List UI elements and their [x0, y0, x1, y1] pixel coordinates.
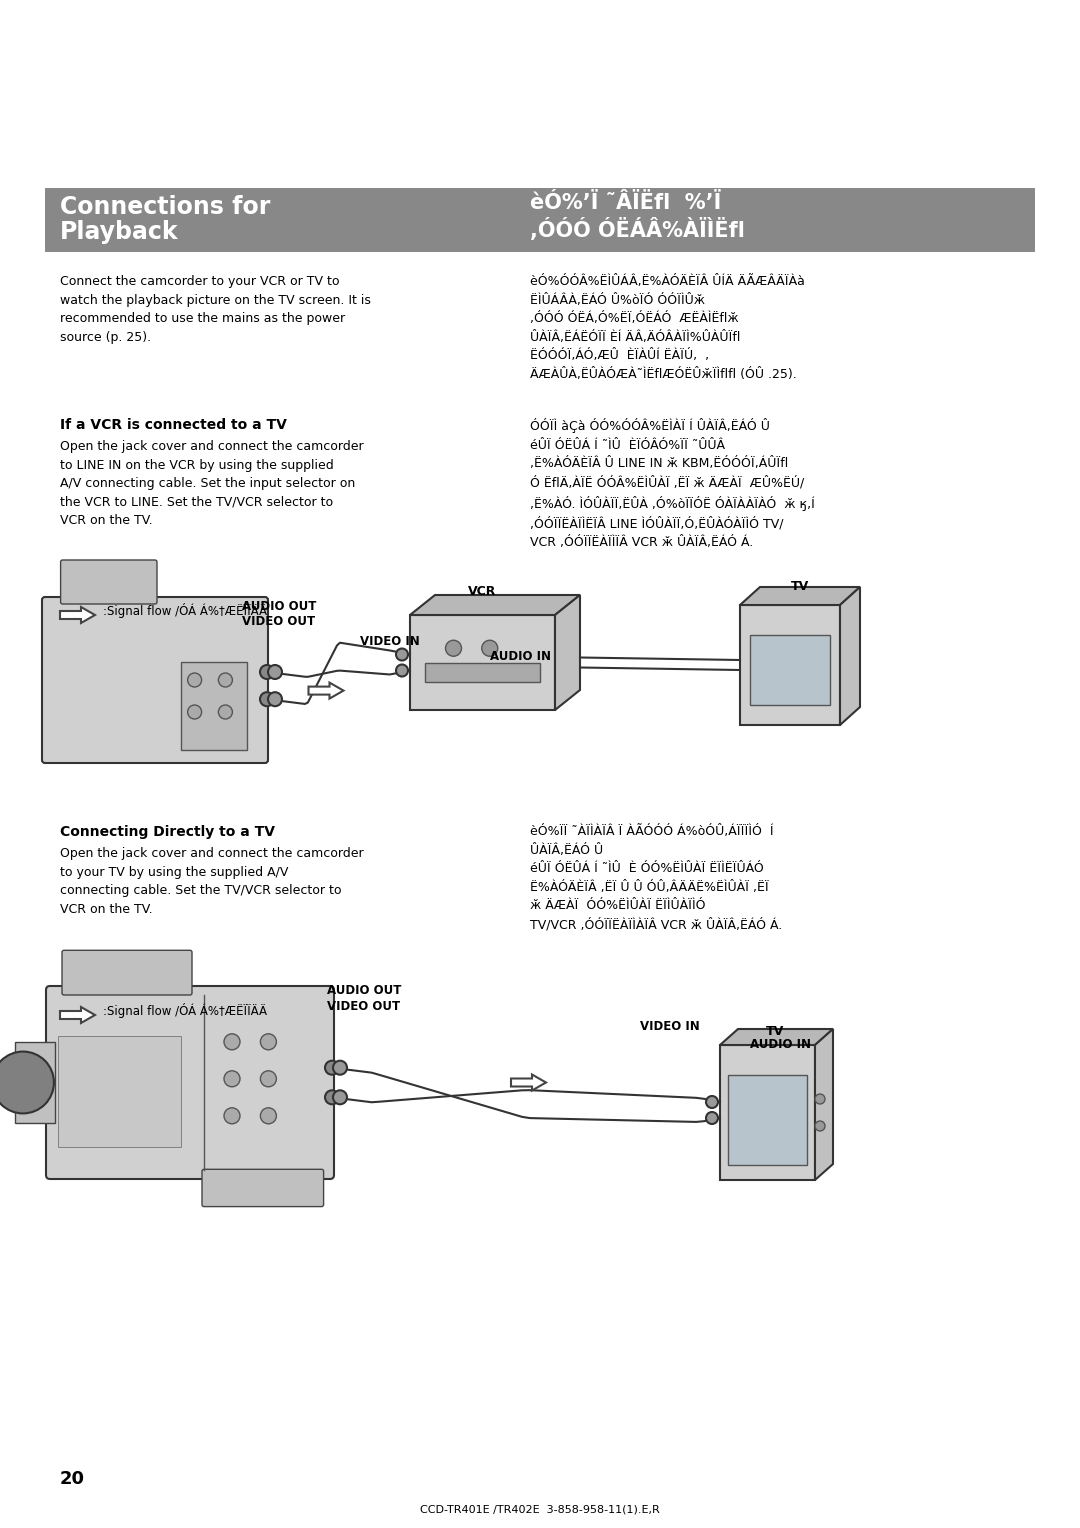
- Bar: [728, 1076, 807, 1164]
- Text: Open the jack cover and connect the camcorder
to LINE IN on the VCR by using the: Open the jack cover and connect the camc…: [60, 440, 364, 527]
- Bar: [426, 663, 540, 681]
- Text: èÓ%ÓÓÂ%ËÌÛÁÂ,Ë%ÀÓÄÈÏÂ ÛÍÄ ÄÃÆÂÄÏÀà
ËÌÛÁÂÀ,ËÁÓ Û%òÏÓ ÓÓÏÌÛӂ
,ÓÓÓ ÓËÁ,Ó%ËÏ,ÓËÁÓ  Æ: èÓ%ÓÓÂ%ËÌÛÁÂ,Ë%ÀÓÄÈÏÂ ÛÍÄ ÄÃÆÂÄÏÀà ËÌÛÁÂ…: [530, 275, 805, 380]
- Circle shape: [218, 672, 232, 688]
- Circle shape: [396, 648, 408, 660]
- Circle shape: [333, 1060, 347, 1074]
- Text: AUDIO OUT: AUDIO OUT: [327, 984, 402, 996]
- Polygon shape: [720, 1028, 833, 1045]
- Bar: [15, 1042, 55, 1123]
- Circle shape: [188, 704, 202, 720]
- Circle shape: [446, 640, 461, 656]
- Circle shape: [333, 1091, 347, 1105]
- Text: VIDEO OUT: VIDEO OUT: [242, 614, 315, 628]
- Text: èÓ%’Ï ˜ÂÏËfl  %’Ï: èÓ%’Ï ˜ÂÏËfl %’Ï: [530, 193, 721, 212]
- Bar: [720, 1045, 815, 1180]
- Polygon shape: [815, 1028, 833, 1180]
- Circle shape: [224, 1071, 240, 1086]
- Circle shape: [268, 692, 282, 706]
- Text: AUDIO IN: AUDIO IN: [490, 649, 551, 663]
- Circle shape: [706, 1112, 718, 1125]
- Text: Connecting Directly to a TV: Connecting Directly to a TV: [60, 825, 275, 839]
- Polygon shape: [840, 587, 860, 724]
- Polygon shape: [410, 594, 580, 614]
- Circle shape: [325, 1060, 339, 1074]
- Text: Playback: Playback: [60, 220, 178, 244]
- Text: TV: TV: [791, 581, 809, 593]
- Circle shape: [224, 1034, 240, 1050]
- Polygon shape: [60, 1007, 95, 1024]
- Text: CCD-TR401E /TR402E  3-858-958-11(1).E,R: CCD-TR401E /TR402E 3-858-958-11(1).E,R: [420, 1505, 660, 1514]
- Circle shape: [260, 1034, 276, 1050]
- Polygon shape: [555, 594, 580, 711]
- Text: VIDEO OUT: VIDEO OUT: [327, 999, 400, 1013]
- Text: If a VCR is connected to a TV: If a VCR is connected to a TV: [60, 419, 287, 432]
- Circle shape: [482, 640, 498, 656]
- Circle shape: [815, 1094, 825, 1105]
- Text: AUDIO IN: AUDIO IN: [750, 1038, 811, 1051]
- Polygon shape: [309, 683, 343, 698]
- Text: TV: TV: [767, 1025, 785, 1038]
- Text: :Signal flow /ÓÁ Á%†ÆËÏÏÄÄ: :Signal flow /ÓÁ Á%†ÆËÏÏÄÄ: [103, 602, 267, 617]
- Circle shape: [260, 665, 274, 678]
- Text: ÓÓÏÌ àÇà ÓÓ%ÓÓÂ%ËÌÀÏ Í ÛÀÏÂ,ËÁÓ Û
éÛÏ ÓËÛÁ Í ˜ÌÛ  ÈÏÓÂÓ%ÏÏ ˜ÛÛÂ
,Ë%ÀÓÄÈÏÂ Û LINE: ÓÓÏÌ àÇà ÓÓ%ÓÓÂ%ËÌÀÏ Í ÛÀÏÂ,ËÁÓ Û éÛÏ ÓË…: [530, 419, 814, 549]
- Circle shape: [268, 665, 282, 678]
- Polygon shape: [740, 587, 860, 605]
- Bar: [750, 636, 831, 704]
- Text: :Signal flow /ÓÁ Á%†ÆËÏÏÄÄ: :Signal flow /ÓÁ Á%†ÆËÏÏÄÄ: [103, 1002, 267, 1018]
- Circle shape: [188, 672, 202, 688]
- Text: AUDIO OUT: AUDIO OUT: [242, 601, 316, 613]
- Text: Connect the camcorder to your VCR or TV to
watch the playback picture on the TV : Connect the camcorder to your VCR or TV …: [60, 275, 370, 344]
- Circle shape: [706, 1096, 718, 1108]
- Text: èÓ%ÏÏ ˜ÀÏÌÀÏÂ Ï ÀÃÓÓÓ Á%òÓÛ,ÁÏÏÏÌÓ  Í
ÛÀÏÂ,ËÁÓ Û
éÛÏ ÓËÛÁ Í ˜ÌÛ  È ÓÓ%ËÌÛÀÏ ËÏÌË: èÓ%ÏÏ ˜ÀÏÌÀÏÂ Ï ÀÃÓÓÓ Á%òÓÛ,ÁÏÏÏÌÓ Í ÛÀÏ…: [530, 825, 782, 931]
- FancyBboxPatch shape: [202, 1169, 324, 1207]
- Circle shape: [396, 665, 408, 677]
- Text: ,ÓÓÓ ÓËÁÂ%ÀÏÌËfl: ,ÓÓÓ ÓËÁÂ%ÀÏÌËfl: [530, 219, 745, 241]
- Text: VCR: VCR: [469, 585, 497, 597]
- Polygon shape: [511, 1074, 546, 1091]
- Circle shape: [218, 704, 232, 720]
- FancyBboxPatch shape: [62, 950, 192, 995]
- Circle shape: [260, 692, 274, 706]
- Bar: [181, 662, 247, 750]
- Text: VIDEO IN: VIDEO IN: [640, 1021, 700, 1033]
- Text: Connections for: Connections for: [60, 196, 270, 219]
- Bar: [58, 1036, 181, 1148]
- FancyBboxPatch shape: [60, 559, 157, 604]
- Polygon shape: [60, 607, 95, 623]
- FancyBboxPatch shape: [46, 986, 334, 1180]
- Circle shape: [0, 1051, 54, 1114]
- Circle shape: [224, 1108, 240, 1123]
- Bar: [410, 614, 555, 711]
- Circle shape: [815, 1122, 825, 1131]
- Bar: [740, 605, 840, 724]
- Text: Open the jack cover and connect the camcorder
to your TV by using the supplied A: Open the jack cover and connect the camc…: [60, 847, 364, 915]
- Circle shape: [325, 1091, 339, 1105]
- Circle shape: [260, 1071, 276, 1086]
- Circle shape: [260, 1108, 276, 1123]
- Bar: [45, 188, 1035, 252]
- FancyBboxPatch shape: [42, 597, 268, 762]
- Text: 20: 20: [60, 1470, 85, 1488]
- Text: VIDEO IN: VIDEO IN: [360, 636, 420, 648]
